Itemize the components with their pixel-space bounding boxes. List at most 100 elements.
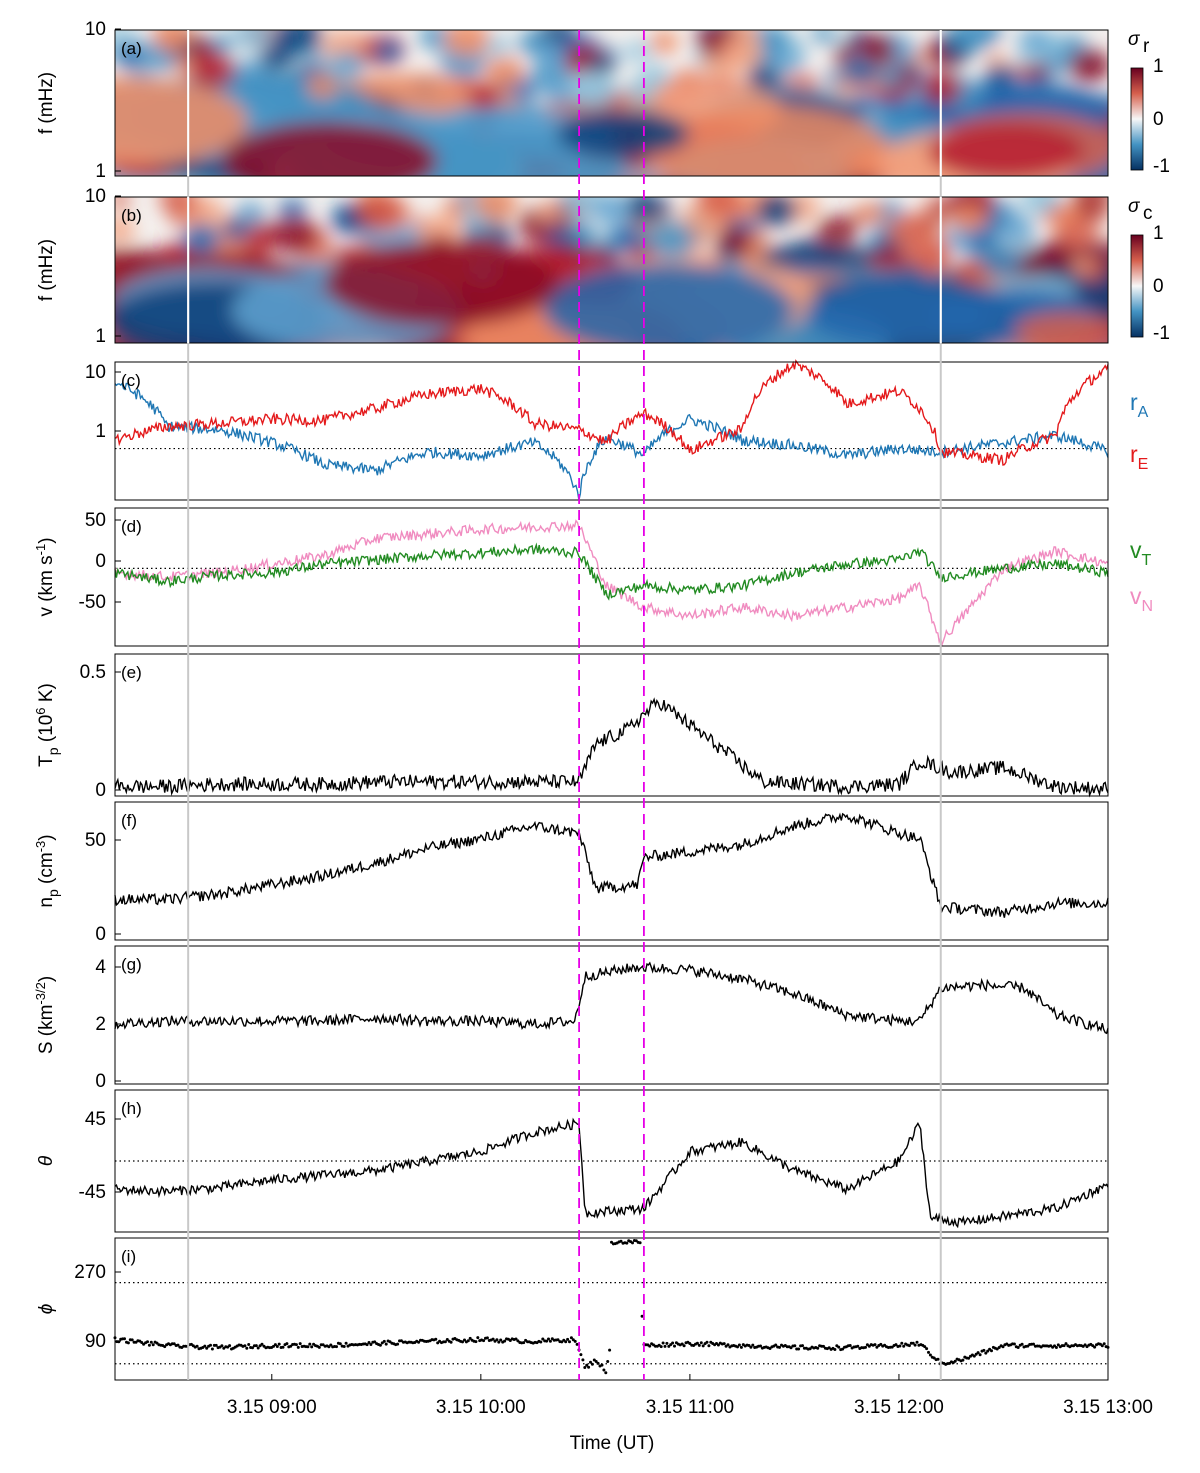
panel-label-g: (g) — [121, 955, 142, 974]
phi-point — [816, 1346, 820, 1350]
phi-point — [631, 1241, 634, 1245]
heatmap-cell — [1078, 202, 1097, 217]
phi-point — [335, 1345, 338, 1349]
phi-point — [317, 1345, 321, 1349]
y-tick-label: 0 — [95, 551, 106, 572]
y-axis-label-part: f (mHz) — [36, 239, 57, 301]
heatmap-b — [115, 197, 1108, 343]
phi-point — [619, 1239, 623, 1243]
heatmap-cell — [333, 51, 362, 74]
phi-point — [378, 1343, 382, 1347]
colorbar-title-sub: r — [1143, 36, 1150, 57]
phi-point — [384, 1342, 388, 1346]
phi-point — [1064, 1342, 1068, 1346]
legend-main: r — [1130, 441, 1138, 467]
phi-point — [285, 1342, 289, 1346]
y-tick-label: 10 — [85, 19, 106, 40]
y-axis-label-part: -3 — [33, 841, 48, 853]
phi-point — [497, 1340, 501, 1344]
heatmap-cell — [360, 197, 408, 231]
y-tick-label: 50 — [85, 830, 106, 851]
heatmap-cell — [955, 260, 988, 286]
phi-point — [522, 1341, 526, 1345]
phi-point — [625, 1241, 629, 1245]
heatmap-cell — [569, 69, 617, 107]
phi-point — [272, 1344, 275, 1348]
phi-point — [289, 1344, 293, 1348]
heatmap-cell — [115, 216, 135, 243]
phi-point — [245, 1346, 249, 1350]
phi-point — [556, 1338, 560, 1342]
phi-point — [1093, 1345, 1097, 1349]
phi-point — [338, 1342, 342, 1346]
phi-point — [705, 1340, 709, 1344]
heatmap-cell — [278, 198, 307, 221]
heatmap-cell — [783, 37, 805, 54]
panel-label-e: (e) — [121, 663, 142, 682]
phi-point — [774, 1343, 778, 1347]
phi-point — [547, 1337, 550, 1341]
axes-frame-c — [114, 361, 1109, 501]
series-Tp — [114, 697, 1109, 798]
phi-point — [228, 1344, 232, 1348]
y-axis-label-part: -1 — [33, 544, 48, 556]
phi-point — [461, 1340, 464, 1344]
y-tick-label: 1 — [95, 326, 106, 347]
phi-point — [982, 1348, 986, 1352]
heatmap-cell — [323, 240, 560, 327]
x-tick-label: 3.15 11:00 — [646, 1397, 734, 1418]
phi-point — [587, 1365, 591, 1369]
phi-point — [967, 1356, 971, 1360]
y-tick-label: 1 — [95, 161, 106, 182]
y-tick-label: 270 — [74, 1262, 106, 1283]
phi-point — [701, 1344, 705, 1348]
y-axis-label-part: T — [36, 755, 57, 767]
y-tick-label: 4 — [95, 957, 106, 978]
phi-point — [369, 1343, 373, 1346]
y-axis-label-g: S (km-3/2) — [33, 976, 57, 1054]
phi-point — [736, 1345, 739, 1349]
phi-point — [667, 1344, 671, 1348]
heatmap-cell — [1019, 197, 1062, 216]
y-axis-label-e: Tp (106 K) — [33, 683, 61, 767]
y-axis-label-b: f (mHz) — [36, 239, 57, 301]
phi-point — [590, 1362, 594, 1366]
heatmap-cell — [626, 78, 657, 103]
axes-frame-a — [114, 29, 1109, 177]
phi-point — [417, 1340, 421, 1344]
phi-point — [548, 1339, 552, 1343]
phi-point — [209, 1343, 212, 1347]
phi-point — [573, 1339, 577, 1343]
phi-point — [445, 1338, 449, 1341]
phi-point — [976, 1351, 980, 1355]
heatmap-cell — [853, 92, 876, 111]
phi-point — [936, 1357, 940, 1361]
y-axis-label-h: θ — [36, 1155, 57, 1166]
phi-point — [726, 1343, 730, 1347]
phi-point — [589, 1360, 592, 1364]
phi-point — [495, 1338, 499, 1342]
heatmap-cell — [1016, 46, 1042, 67]
y-axis-label-part: ϕ — [36, 1304, 57, 1315]
phi-point — [281, 1345, 285, 1349]
phi-point — [594, 1360, 598, 1363]
phi-point — [474, 1340, 478, 1344]
series-phi — [113, 1239, 1110, 1375]
phi-point — [581, 1358, 585, 1362]
y-axis-label-part: v (km s — [36, 555, 57, 616]
panel-label-a: (a) — [121, 39, 142, 58]
heatmap-cell — [467, 84, 500, 111]
heatmap-cell — [890, 101, 907, 115]
phi-point — [902, 1344, 906, 1348]
phi-point — [600, 1363, 604, 1367]
phi-point — [640, 1314, 644, 1318]
series-v_N — [114, 519, 1109, 648]
phi-point — [739, 1345, 743, 1349]
y-axis-label-d: v (km s-1) — [33, 537, 57, 616]
heatmap-cell — [996, 213, 1035, 245]
phi-point — [856, 1344, 860, 1348]
phi-point — [256, 1346, 260, 1350]
y-tick-label: 10 — [85, 362, 106, 383]
y-tick-label: 90 — [85, 1331, 106, 1352]
heatmap-cell — [653, 199, 674, 216]
